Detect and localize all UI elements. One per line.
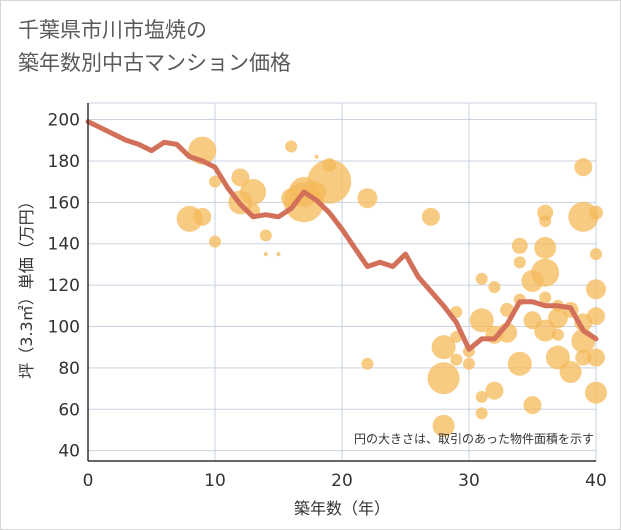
bubble-point [475,407,488,420]
bubble-point [534,236,557,259]
bubble-point [209,175,221,188]
bubble-point [585,381,607,404]
bubble-point [431,335,456,360]
bubble-point [513,256,526,269]
x-tick-label: 0 [83,471,94,491]
bubble-point [589,205,603,220]
bubble-point [551,328,564,341]
bubble-point [590,248,602,261]
x-tick-label: 10 [204,471,226,491]
bubble-point [574,158,593,177]
y-tick-label: 100 [48,317,80,337]
y-tick-label: 140 [48,235,80,255]
bubble-point [587,348,605,367]
y-tick-label: 40 [58,442,80,462]
y-tick-label: 160 [48,193,80,213]
y-tick-label: 120 [48,276,80,296]
bubble-point [475,390,488,403]
bubble-point [240,178,267,205]
bubble-point [586,279,606,300]
bubble-point [547,308,568,329]
bubble-point [587,307,605,326]
y-tick-label: 80 [58,359,80,379]
bubble-size-note: 円の大きさは、取引のあった物件面積を示す [354,431,594,446]
bubble-point [314,154,319,159]
bubble-point [523,396,542,415]
bubble-layer [176,136,607,437]
y-axis-title: 坪（3.3㎡）単価（万円） [17,193,36,378]
trend-line-layer [85,119,599,352]
bubble-point [450,353,463,366]
bubble-point [469,308,494,333]
chart-title: 千葉県市川市塩焼の 築年数別中古マンション価格 [18,18,291,75]
bubble-point [357,188,378,209]
bubble-point [307,159,352,204]
bubble-point [575,349,592,366]
tick-labels: 0 10 20 30 40 40 60 80 100 120 140 160 180 200 [48,111,607,491]
bubble-point [276,252,281,257]
bubble-point [511,237,528,254]
bubble-point [539,214,552,227]
bubble-point [507,351,532,376]
x-axis-title: 築年数（年） [294,499,390,518]
bubble-point [531,258,560,287]
bubble-point [559,361,582,384]
bubble-point [259,229,272,242]
bubble-point [285,140,298,153]
bubble-point [475,272,488,285]
x-tick-label: 20 [331,471,353,491]
bubble-point [432,414,455,437]
x-tick-label: 30 [458,471,480,491]
bubble-point [209,235,221,248]
y-tick-label: 200 [48,111,80,131]
bubble-point [539,291,552,304]
bubble-point [263,252,268,257]
bubble-point [485,381,504,400]
y-tick-label: 180 [48,152,80,172]
y-tick-label: 60 [58,400,80,420]
bubble-point [193,207,212,226]
bubble-point [463,357,475,370]
axes [87,103,596,462]
average-price-line [85,119,599,352]
x-tick-label: 40 [585,471,607,491]
bubble-point [361,357,374,370]
bubble-point [421,207,440,226]
grid-lines [87,102,597,462]
bubble-point [488,281,501,294]
bubble-point [427,362,460,395]
